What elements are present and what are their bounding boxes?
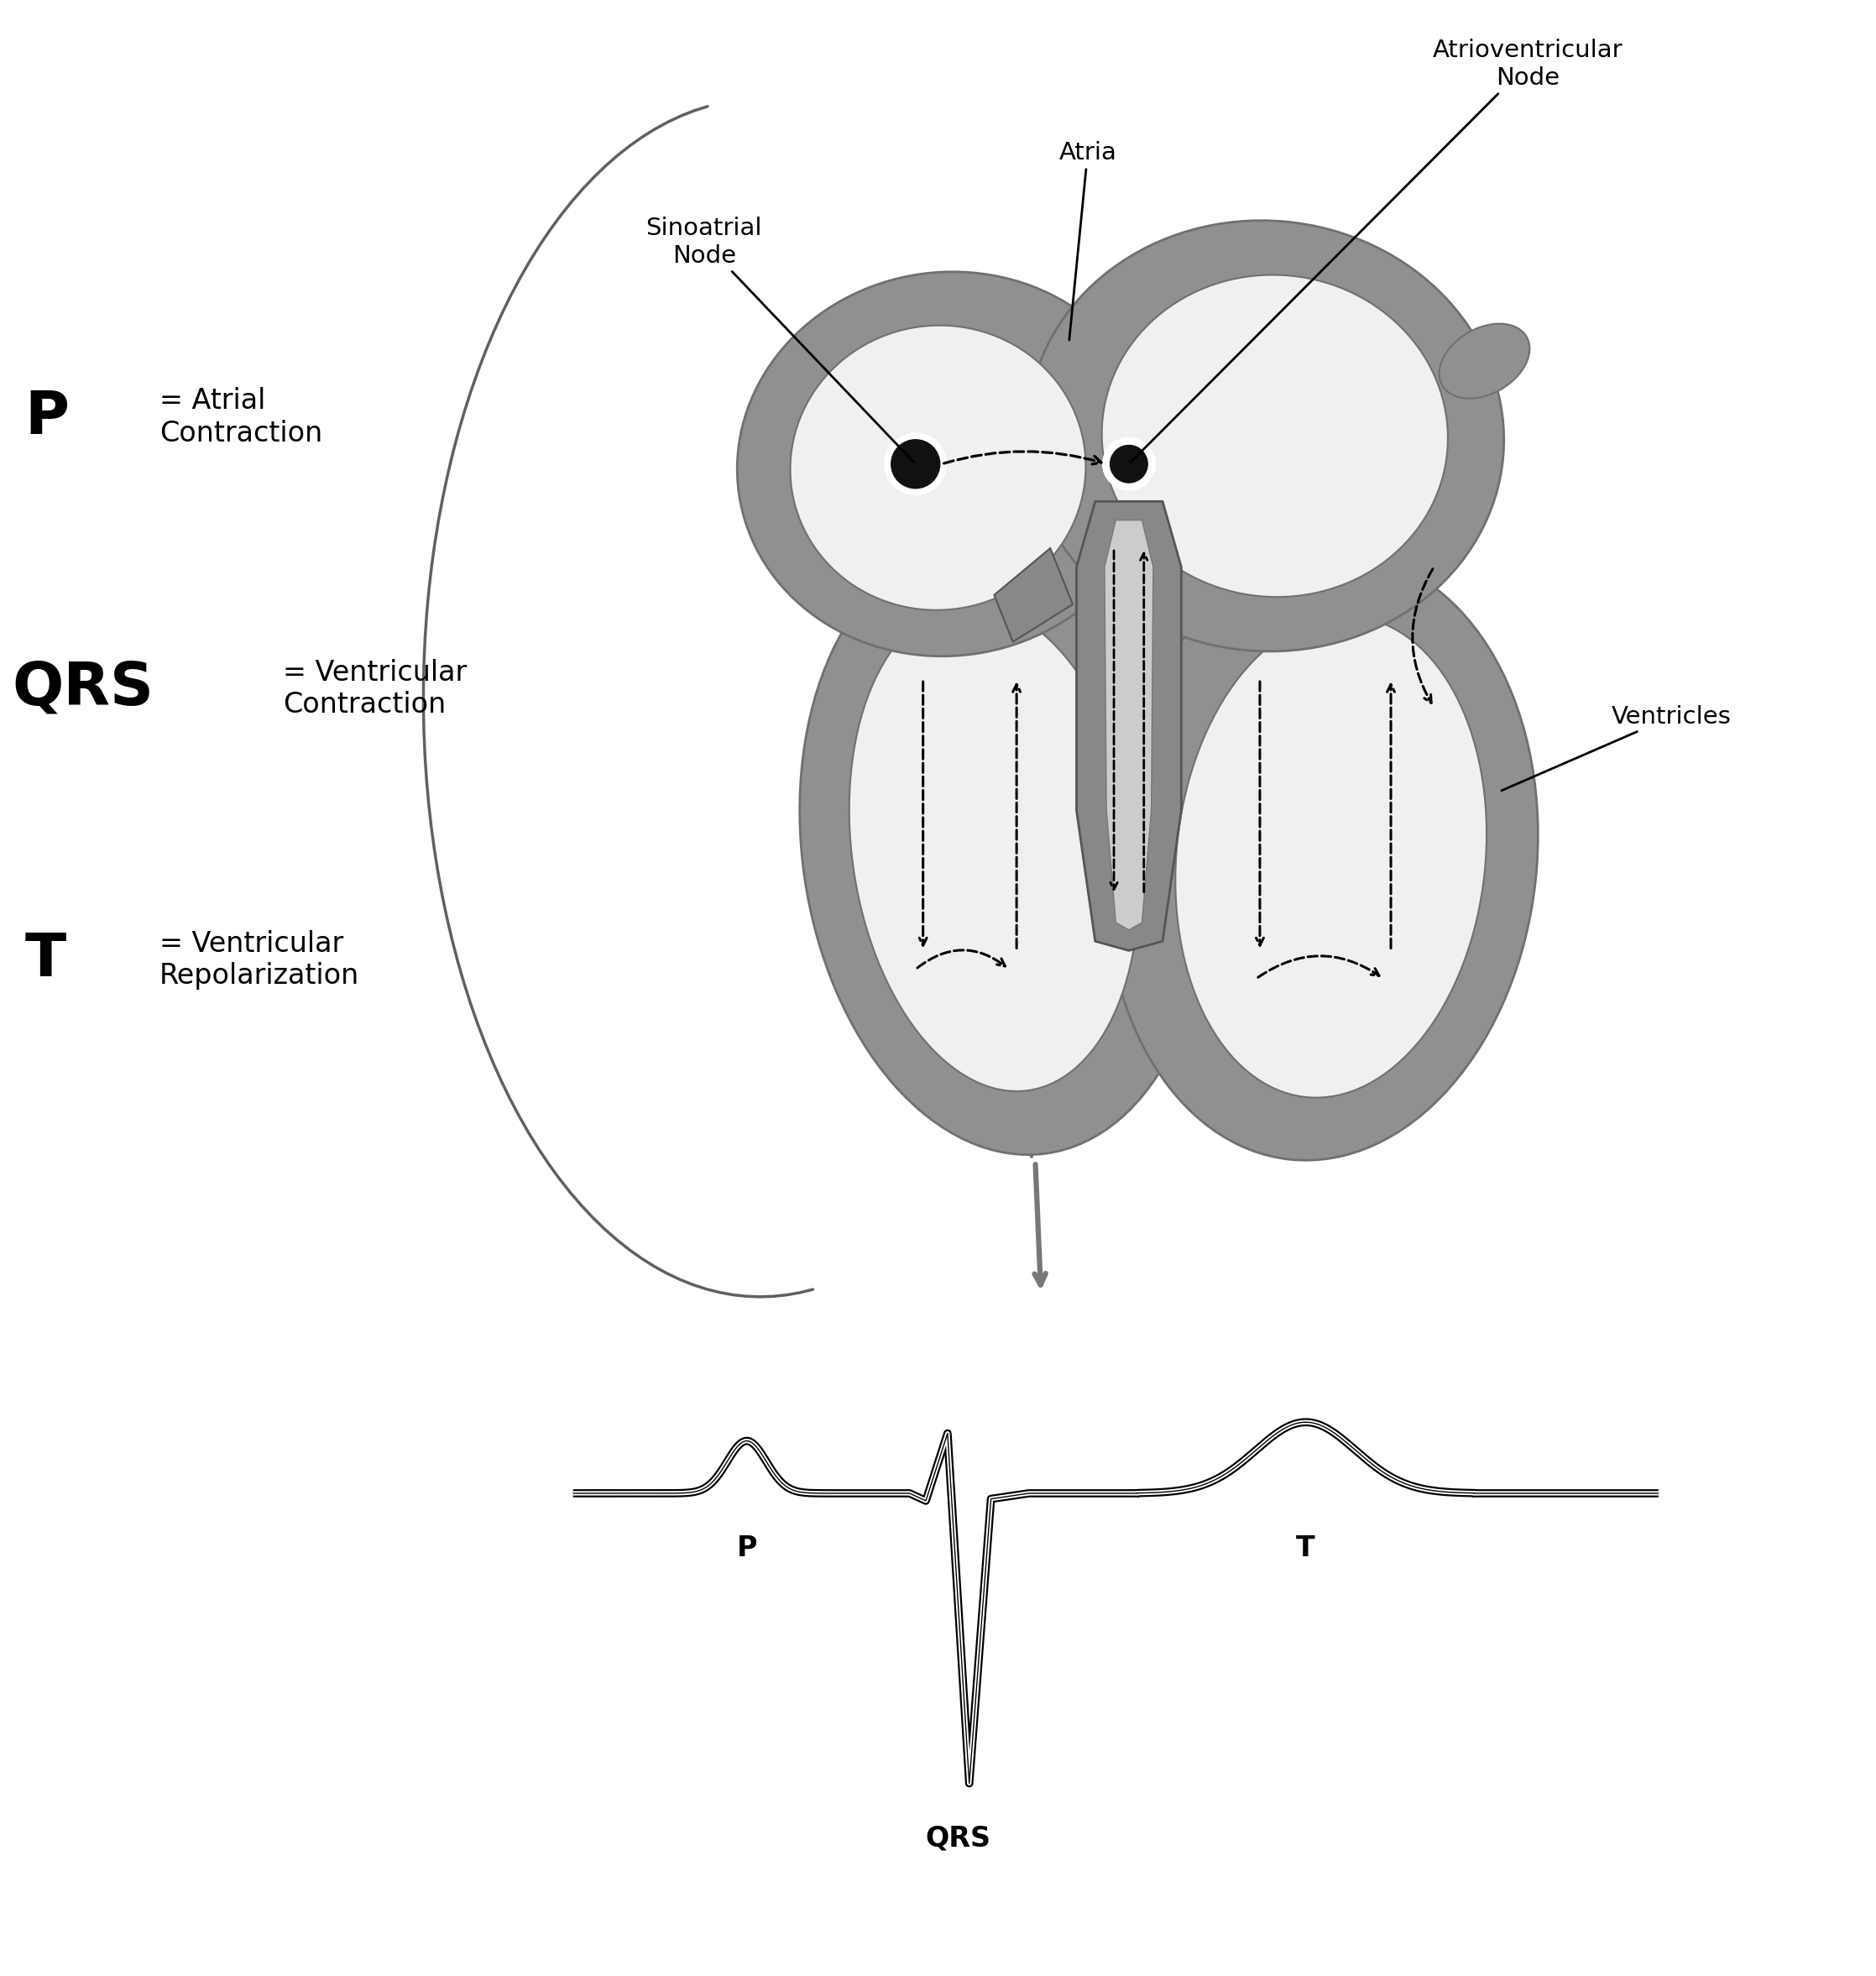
Text: = Atrial
Contraction: = Atrial Contraction bbox=[159, 387, 323, 447]
Text: Sinoatrial
Node: Sinoatrial Node bbox=[645, 217, 914, 462]
Circle shape bbox=[885, 433, 946, 494]
Text: = Ventricular
Contraction: = Ventricular Contraction bbox=[283, 658, 467, 719]
Ellipse shape bbox=[799, 541, 1208, 1154]
Text: QRS: QRS bbox=[11, 660, 154, 717]
Text: P: P bbox=[24, 387, 69, 447]
Text: Atria: Atria bbox=[1058, 140, 1116, 340]
Circle shape bbox=[1111, 445, 1148, 482]
Text: P: P bbox=[737, 1535, 758, 1563]
Ellipse shape bbox=[1101, 275, 1448, 597]
Ellipse shape bbox=[1105, 553, 1538, 1160]
Text: T: T bbox=[24, 931, 66, 988]
Ellipse shape bbox=[737, 273, 1157, 656]
Ellipse shape bbox=[790, 326, 1086, 611]
Text: = Ventricular
Repolarization: = Ventricular Repolarization bbox=[159, 931, 360, 990]
Polygon shape bbox=[994, 547, 1073, 642]
Ellipse shape bbox=[1026, 221, 1505, 652]
Text: T: T bbox=[1296, 1535, 1315, 1563]
Ellipse shape bbox=[1176, 617, 1486, 1097]
Text: Atrioventricular
Node: Atrioventricular Node bbox=[1131, 40, 1623, 462]
Circle shape bbox=[1103, 439, 1156, 490]
Text: QRS: QRS bbox=[925, 1824, 991, 1852]
Ellipse shape bbox=[850, 605, 1139, 1091]
Text: Ventricles: Ventricles bbox=[1501, 705, 1732, 790]
Polygon shape bbox=[1105, 520, 1154, 931]
Circle shape bbox=[891, 441, 940, 488]
Ellipse shape bbox=[1439, 324, 1529, 399]
Polygon shape bbox=[1077, 502, 1182, 950]
